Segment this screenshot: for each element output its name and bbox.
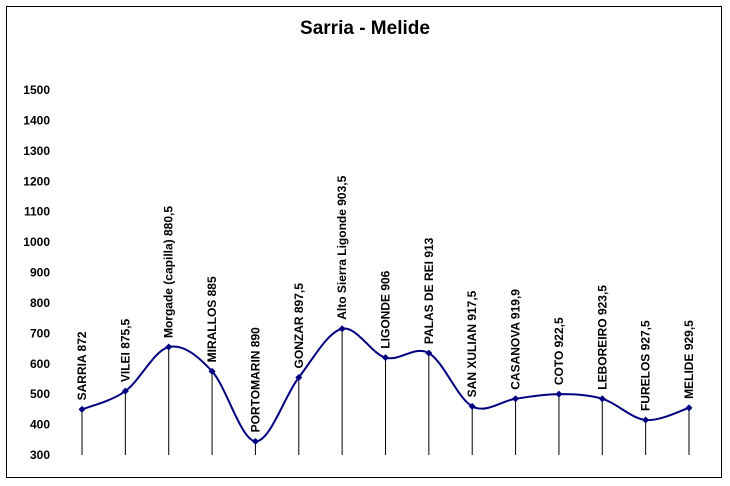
chart-title: Sarria - Melide [300, 18, 430, 39]
point-label: VILEI 875,5 [118, 318, 132, 382]
point-label: LIGONDE 906 [379, 270, 393, 348]
data-point [555, 390, 563, 398]
point-label: Alto Sierra Ligonde 903,5 [335, 175, 349, 319]
point-label: COTO 922,5 [552, 317, 566, 385]
y-tick-label: 1500 [23, 83, 50, 97]
data-point [295, 373, 303, 381]
data-point [382, 354, 389, 362]
point-label: Morgade (capilla) 880,5 [162, 206, 176, 338]
y-tick-label: 700 [30, 326, 50, 340]
data-point [121, 387, 129, 395]
data-point [468, 402, 476, 410]
series-line-elevation [81, 327, 690, 443]
y-tick-label: 1400 [23, 113, 50, 127]
y-tick-label: 300 [30, 448, 50, 462]
point-label: FURELOS 927,5 [639, 320, 653, 411]
data-point [685, 404, 693, 412]
drop-lines [81, 328, 690, 455]
data-point [165, 343, 173, 351]
y-tick-label: 600 [30, 357, 50, 371]
y-tick-label: 1000 [23, 235, 50, 249]
point-label: PORTOMARIN 890 [248, 327, 262, 432]
y-tick-label: 1100 [24, 205, 50, 219]
y-tick-label: 1300 [23, 144, 50, 158]
y-tick-label: 900 [30, 266, 50, 280]
point-label: SAN XULIAN 917,5 [465, 290, 479, 397]
y-axis-labels: 1500 1400 1300 1200 1100 1000 900 800 700 600 500 4… [23, 83, 50, 462]
data-point [338, 325, 346, 333]
point-label: GONZAR 897,5 [292, 283, 306, 369]
y-tick-label: 800 [30, 296, 50, 310]
point-label: PALAS DE REI 913 [422, 237, 436, 344]
data-point [642, 416, 650, 424]
data-point [598, 395, 606, 403]
y-tick-label: 500 [30, 387, 50, 401]
data-point [208, 367, 216, 375]
data-points [78, 325, 693, 445]
data-point [251, 437, 259, 445]
point-label: CASANOVA 919,9 [509, 289, 523, 390]
point-label: MELIDE 929,5 [682, 320, 696, 399]
y-tick-label: 400 [30, 418, 50, 432]
data-point [425, 349, 433, 357]
y-tick-label: 1200 [23, 174, 50, 188]
data-point [512, 395, 520, 403]
data-point [78, 405, 86, 413]
point-label: SARRIA 872 [75, 331, 89, 400]
point-labels: SARRIA 872 VILEI 875,5 Morgade (capilla) 8… [75, 175, 696, 432]
point-label: LEBOREIRO 923,5 [595, 285, 609, 390]
point-label: MIRALLOS 885 [205, 276, 219, 362]
